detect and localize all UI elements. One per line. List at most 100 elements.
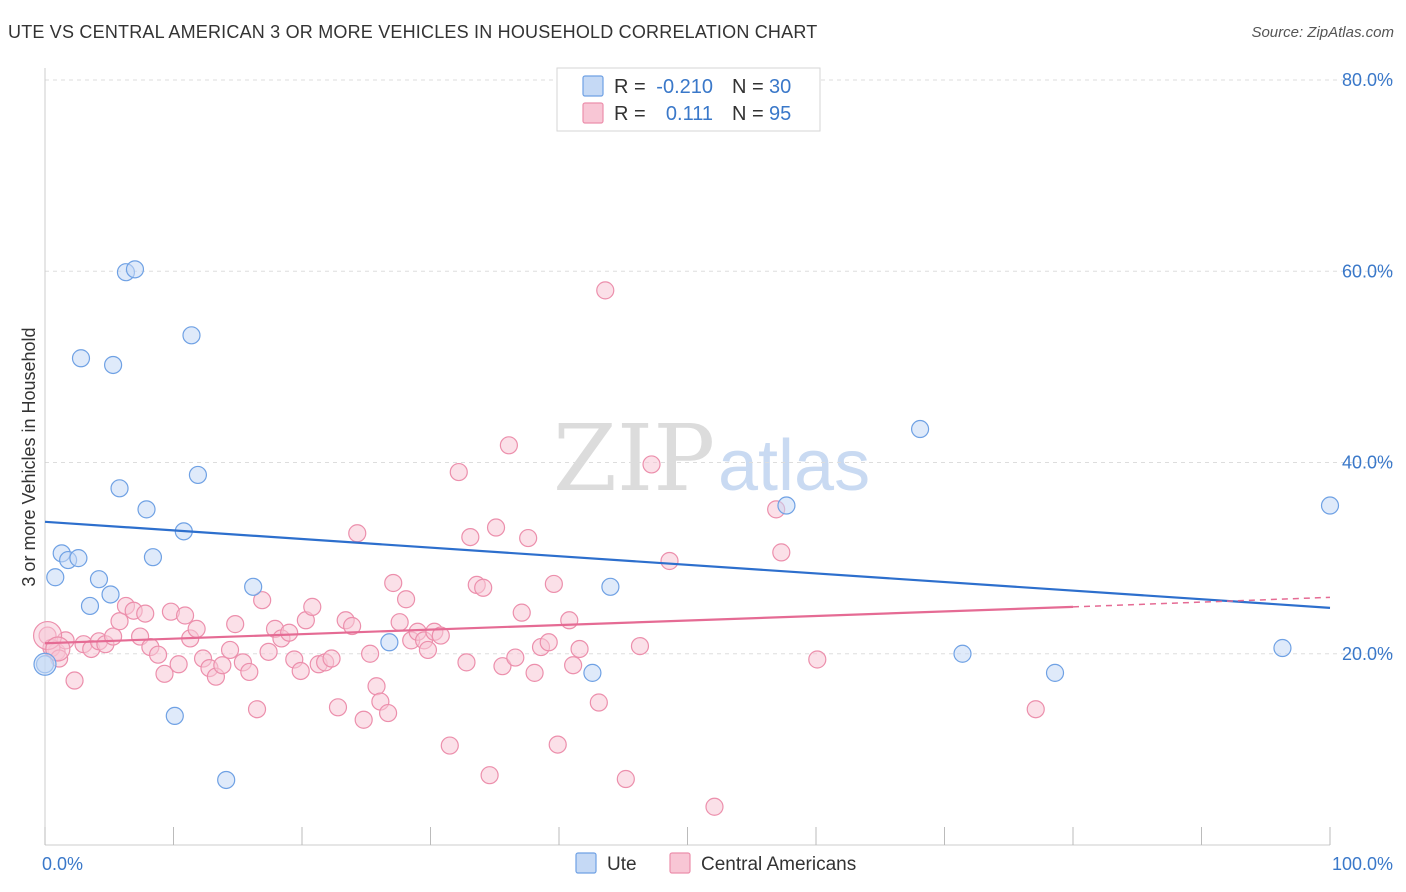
legend-swatch-central-americans <box>582 102 604 124</box>
ute-point <box>137 500 156 519</box>
central-americans-points <box>32 281 1045 816</box>
axes <box>44 68 1331 846</box>
ute-point <box>1273 638 1292 658</box>
series-legend: Ute Central Americans <box>575 852 856 875</box>
legend-ute-r-label: R = <box>614 76 646 98</box>
watermark-atlas: atlas <box>718 426 870 506</box>
central-americans-point <box>175 606 195 625</box>
ute-point <box>777 496 796 515</box>
central-americans-point <box>328 698 348 717</box>
central-americans-point <box>303 597 322 616</box>
series-legend-swatch-central-americans <box>669 852 691 874</box>
central-americans-point <box>539 633 558 652</box>
central-americans-trend-line <box>44 605 1074 645</box>
ute-point <box>188 465 208 485</box>
ute-point <box>165 706 184 726</box>
central-americans-point <box>474 578 493 597</box>
central-americans-point <box>519 528 538 548</box>
central-americans-point <box>570 639 589 659</box>
trend-lines <box>44 520 1331 645</box>
central-americans-point <box>187 619 206 638</box>
central-americans-point <box>772 543 791 562</box>
ute-point <box>380 633 399 652</box>
y-tick-label: 20.0% <box>1342 644 1393 664</box>
central-americans-point <box>110 612 129 631</box>
central-americans-point <box>136 604 155 623</box>
legend-ute-r-value: -0.210 <box>656 76 713 98</box>
central-americans-point <box>431 626 450 645</box>
central-americans-point <box>525 663 544 682</box>
central-americans-point <box>440 736 459 755</box>
chart-title: UTE VS CENTRAL AMERICAN 3 OR MORE VEHICL… <box>8 22 818 42</box>
ute-point <box>1045 663 1065 682</box>
series-legend-swatch-ute <box>575 852 597 874</box>
watermark-zip: ZIP <box>553 405 715 512</box>
central-americans-point <box>384 573 403 593</box>
ute-point <box>110 479 129 498</box>
central-americans-point <box>493 657 512 676</box>
central-americans-point <box>449 462 468 482</box>
central-americans-point <box>457 653 476 672</box>
central-americans-point <box>705 797 724 816</box>
central-americans-point <box>378 703 398 723</box>
central-americans-point <box>354 710 373 729</box>
legend-central-n-value: 95 <box>769 103 791 125</box>
ute-trend-line <box>44 520 1331 609</box>
y-axis-label: 3 or more Vehicles in Household <box>19 327 39 586</box>
central-americans-point <box>226 615 245 634</box>
ute-point <box>583 663 602 682</box>
x-tick-label-min: 0.0% <box>42 854 83 874</box>
central-americans-point <box>220 640 240 660</box>
y-tick-label: 80.0% <box>1342 70 1393 90</box>
ute-point <box>89 570 109 589</box>
ute-point <box>217 770 236 790</box>
central-americans-point <box>589 693 608 712</box>
central-americans-point <box>544 574 563 594</box>
central-americans-point <box>396 590 416 609</box>
central-americans-point <box>480 766 499 785</box>
ute-point <box>910 419 930 439</box>
ute-point-large <box>33 652 57 676</box>
ute-point <box>1320 496 1340 515</box>
central-americans-point <box>1026 700 1045 719</box>
chart-source: Source: ZipAtlas.com <box>1251 24 1394 41</box>
central-americans-point <box>548 735 567 754</box>
central-americans-point <box>367 677 386 696</box>
legend-central-n-label: N = <box>732 103 764 125</box>
central-americans-point <box>630 636 650 656</box>
ute-point <box>182 326 201 345</box>
ute-point <box>601 577 620 596</box>
central-americans-point <box>343 616 362 636</box>
central-americans-point <box>361 644 380 663</box>
central-americans-point <box>104 627 123 646</box>
central-americans-point <box>291 661 310 681</box>
central-americans-point <box>486 518 506 537</box>
legend-ute-n-label: N = <box>732 76 764 98</box>
tick-labels: 20.0% 40.0% 60.0% 80.0% 0.0% 100.0% <box>42 70 1393 874</box>
central-americans-point <box>808 650 827 669</box>
central-americans-point <box>564 656 583 675</box>
y-tick-label: 40.0% <box>1342 453 1393 473</box>
legend-ute-n-value: 30 <box>769 76 791 98</box>
y-tick-label: 60.0% <box>1342 261 1393 281</box>
series-legend-central-americans: Central Americans <box>701 854 856 875</box>
ute-point <box>71 349 91 368</box>
central-americans-point <box>155 664 174 683</box>
central-americans-point <box>512 603 531 622</box>
ute-point <box>101 585 120 604</box>
central-americans-point <box>348 524 367 543</box>
central-americans-point <box>322 649 341 668</box>
central-americans-point <box>499 436 518 455</box>
ute-point <box>953 644 972 663</box>
central-americans-point <box>660 551 679 571</box>
central-americans-point <box>596 281 615 300</box>
ute-points <box>33 260 1340 790</box>
central-americans-point <box>247 700 267 719</box>
legend-swatch-ute <box>582 75 604 97</box>
central-americans-point <box>560 611 579 630</box>
series-legend-ute: Ute <box>607 854 637 875</box>
ute-point <box>143 548 163 567</box>
central-americans-point <box>642 455 661 474</box>
central-americans-point <box>240 662 259 682</box>
